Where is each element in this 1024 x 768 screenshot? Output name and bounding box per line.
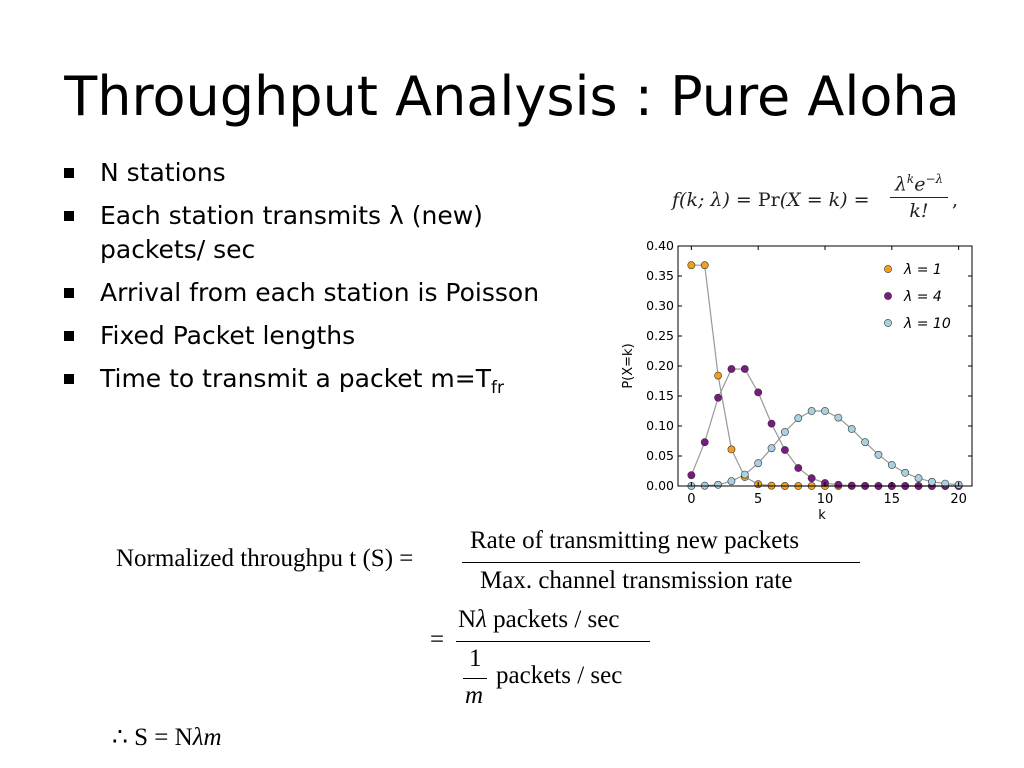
fraction2-numerator: Nλ packets / sec	[458, 606, 620, 633]
square-bullet-icon	[64, 211, 74, 221]
fraction2-bar	[456, 641, 650, 642]
fraction2-denominator-m: m	[465, 682, 484, 709]
poisson-comma: ,	[952, 189, 959, 211]
data-point	[740, 470, 749, 479]
data-point	[781, 446, 789, 454]
legend-label: λ = 10	[903, 316, 951, 332]
fraction2-denominator-text: packets / sec	[496, 662, 623, 689]
data-point	[847, 425, 856, 433]
y-tick-label: 0.00	[646, 478, 674, 493]
bullet-item: Each station transmits λ (new) packets/ …	[62, 199, 602, 267]
data-point	[914, 474, 923, 483]
y-tick-label: 0.20	[646, 358, 674, 373]
data-point	[928, 477, 936, 486]
fraction1-numerator: Rate of transmitting new packets	[470, 527, 800, 554]
bullet-text: N stations	[100, 158, 226, 187]
y-tick-label: 0.40	[646, 238, 674, 253]
legend-marker	[884, 319, 892, 327]
data-point	[714, 393, 722, 402]
legend-marker	[884, 292, 892, 300]
legend-marker	[884, 265, 892, 273]
legend-label: λ = 4	[903, 289, 942, 305]
poisson-numerator: λke−λ	[894, 172, 944, 196]
poisson-chart: 0.00 0.05 0.10 0.15 0.20 0.25 0.30 0.35 0.40 0 5 10…	[621, 238, 973, 523]
data-point	[714, 480, 722, 489]
data-point	[727, 477, 736, 486]
bullet-item: Time to transmit a packet m=Tfr	[62, 362, 602, 405]
bullet-item: Fixed Packet lengths	[62, 319, 602, 353]
y-tick-label: 0.30	[646, 298, 674, 313]
data-point	[807, 407, 816, 415]
bullet-item: Arrival from each station is Poisson	[62, 276, 602, 310]
x-tick-label: 10	[817, 492, 834, 507]
data-point	[740, 365, 749, 373]
data-point	[901, 468, 910, 477]
fraction3-bar	[463, 678, 487, 679]
x-tick-label: 5	[754, 492, 762, 507]
fraction1-denominator: Max. channel transmission rate	[480, 567, 793, 594]
poisson-denominator: k!	[909, 200, 929, 223]
bullet-item: N stations	[62, 156, 602, 190]
data-point	[700, 261, 709, 270]
y-tick-label: 0.15	[646, 388, 674, 403]
data-point	[700, 438, 709, 447]
data-point	[727, 445, 736, 454]
poisson-fraction: λke−λ k!	[890, 172, 948, 222]
data-point	[767, 419, 776, 428]
bullet-text: Time to transmit a packet m=T	[100, 364, 491, 393]
square-bullet-icon	[64, 374, 74, 384]
data-point	[874, 450, 883, 459]
data-point	[687, 471, 696, 480]
bullet-text: Arrival from each station is Poisson	[100, 278, 540, 307]
data-point	[887, 461, 896, 469]
x-tick-label: 20	[950, 492, 967, 507]
throughput-lhs: Normalized throughpu t (S) =	[116, 545, 414, 572]
bullet-text: Each station transmits λ (new) packets/ …	[100, 201, 483, 264]
data-point	[807, 474, 816, 483]
data-point	[821, 407, 829, 415]
square-bullet-icon	[64, 168, 74, 178]
data-point	[781, 428, 789, 436]
therefore-equation: ∴ S = Nλm	[112, 724, 222, 751]
data-point	[714, 371, 722, 380]
fraction1-bar	[462, 562, 860, 563]
square-bullet-icon	[64, 288, 74, 298]
y-tick-label: 0.05	[646, 448, 674, 463]
data-point	[941, 479, 950, 488]
bullet-text: Fixed Packet lengths	[100, 321, 356, 350]
plot-frame	[677, 245, 973, 487]
data-point	[861, 438, 869, 447]
y-axis-label: P(X=k)	[621, 343, 636, 388]
x-tick-label: 0	[687, 492, 695, 507]
x-tick-label: 15	[884, 492, 901, 507]
data-point	[834, 480, 843, 489]
poisson-formula: f(k; λ) = Pr(X = k) = λke−λ k! ,	[672, 172, 962, 228]
data-point	[834, 413, 843, 422]
data-point	[794, 414, 803, 423]
data-point	[754, 388, 763, 397]
y-tick-label: 0.35	[646, 268, 674, 283]
x-axis-label: k	[818, 508, 826, 523]
fraction2-denominator-one: 1	[469, 645, 482, 672]
bullet-subscript: fr	[490, 378, 504, 398]
series-line-1	[690, 368, 959, 487]
data-point	[727, 365, 736, 373]
legend-label: λ = 1	[903, 262, 942, 278]
data-point	[687, 261, 696, 270]
data-point	[794, 464, 803, 472]
square-bullet-icon	[64, 331, 74, 341]
data-point	[754, 459, 763, 468]
y-tick-label: 0.25	[646, 328, 674, 343]
data-point	[767, 444, 776, 453]
poisson-fraction-bar	[890, 197, 948, 199]
slide-title: Throughput Analysis : Pure Aloha	[64, 65, 960, 128]
poisson-lhs: f(k; λ) = Pr(X = k) =	[672, 189, 870, 211]
y-tick-label: 0.10	[646, 418, 674, 433]
equals-sign: =	[430, 626, 445, 653]
bullet-list: N stations Each station transmits λ (new…	[62, 156, 602, 414]
